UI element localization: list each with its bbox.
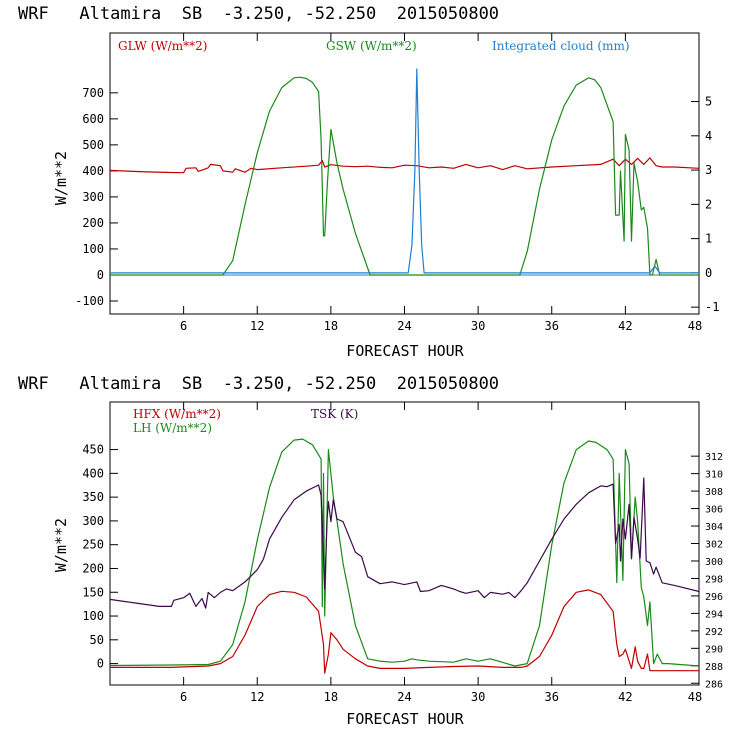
- bottom-series-lh-line: [109, 438, 700, 667]
- top-axes: 6 12 18 24 30 36 42 48-100010020030040050060070…: [75, 33, 719, 333]
- bottom-y-tick-label: 350: [82, 490, 104, 504]
- top-series-group: [109, 68, 700, 276]
- bottom-y2-tick-label: 308: [705, 487, 723, 498]
- bottom-x-tick-label: 18: [324, 690, 338, 704]
- top-y2-tick-label: 3: [705, 163, 712, 177]
- bottom-y2-tick-label: 310: [705, 470, 723, 481]
- top-x-tick-label: 24: [397, 319, 411, 333]
- top-x-tick-label: 12: [250, 319, 264, 333]
- bottom-y2-tick-label: 286: [705, 679, 723, 690]
- top-y2-tick-label: 4: [705, 129, 712, 143]
- legend-tsk: TSK (K): [311, 407, 358, 421]
- bottom-y2-tick-label: 298: [705, 574, 723, 585]
- top-y-tick-label: 400: [82, 164, 104, 178]
- bottom-y-tick-label: 50: [90, 633, 104, 647]
- bottom-plot-frame: [109, 401, 700, 686]
- bottom-x-tick-label: 36: [545, 690, 559, 704]
- top-y2-tick-label: 2: [705, 197, 712, 211]
- bottom-y-tick-label: 250: [82, 538, 104, 552]
- bottom-y2-tick-label: 296: [705, 592, 723, 603]
- bottom-y-axis-label: W/m**2: [52, 518, 70, 572]
- legend-gsw: GSW (W/m**2): [326, 39, 417, 53]
- bottom-y-tick-label: 200: [82, 561, 104, 575]
- bottom-y2-tick-label: 304: [705, 522, 723, 533]
- bottom-y-tick-label: 150: [82, 585, 104, 599]
- bottom-y2-tick-label: 306: [705, 505, 723, 516]
- bottom-x-tick-label: 48: [688, 690, 702, 704]
- legend-integrated-cloud: Integrated cloud (mm): [492, 39, 630, 53]
- top-x-tick-label: 36: [545, 319, 559, 333]
- bottom-y-tick-label: 300: [82, 514, 104, 528]
- top-y2-tick-label: 1: [705, 232, 712, 246]
- bottom-x-tick-label: 12: [250, 690, 264, 704]
- bottom-x-axis-label: FORECAST HOUR: [346, 710, 464, 728]
- bottom-y2-tick-label: 302: [705, 540, 723, 551]
- bottom-y-tick-label: 400: [82, 466, 104, 480]
- bottom-y-tick-label: 100: [82, 609, 104, 623]
- bottom-x-tick-label: 6: [180, 690, 187, 704]
- top-y-tick-label: 300: [82, 190, 104, 204]
- legend-hfx: HFX (W/m**2): [133, 407, 221, 421]
- top-y-tick-label: -100: [75, 294, 104, 308]
- top-y2-tick-label: 0: [705, 266, 712, 280]
- bottom-axes: 6 12 18 24 30 36 42 48 0 50 100 150 200 250 300 350 400 4…: [82, 402, 723, 704]
- bottom-x-tick-label: 30: [471, 690, 485, 704]
- top-y-tick-label: 700: [82, 86, 104, 100]
- bottom-y2-tick-label: 292: [705, 627, 723, 638]
- bottom-series-tsk-line: [109, 477, 700, 609]
- top-x-tick-label: 6: [180, 319, 187, 333]
- bottom-x-tick-label: 24: [397, 690, 411, 704]
- top-y-tick-label: 100: [82, 242, 104, 256]
- bottom-x-tick-label: 42: [618, 690, 632, 704]
- top-y-tick-label: 500: [82, 138, 104, 152]
- legend-glw: GLW (W/m**2): [118, 39, 207, 53]
- top-plot-frame: [109, 32, 700, 315]
- top-y2-tick-label: -1: [705, 300, 719, 314]
- bottom-y-tick-label: 450: [82, 443, 104, 457]
- bottom-series-group: [109, 438, 700, 674]
- top-x-tick-label: 48: [688, 319, 702, 333]
- bottom-y2-tick-label: 300: [705, 557, 723, 568]
- top-series-glw-line: [109, 157, 700, 174]
- top-y-tick-label: 200: [82, 216, 104, 230]
- bottom-y2-tick-label: 294: [705, 609, 723, 620]
- top-y-tick-label: 600: [82, 112, 104, 126]
- top-y-axis-label: W/m**2: [52, 151, 70, 205]
- top-series-integrated-line: [110, 68, 699, 274]
- top-y-tick-label: 0: [97, 268, 104, 282]
- bottom-y-tick-label: 0: [97, 657, 104, 671]
- top-x-tick-label: 30: [471, 319, 485, 333]
- top-x-tick-label: 42: [618, 319, 632, 333]
- bottom-y2-tick-label: 288: [705, 662, 723, 673]
- top-series-gsw-line: [110, 76, 699, 276]
- bottom-y2-tick-label: 312: [705, 452, 723, 463]
- top-x-tick-label: 18: [324, 319, 338, 333]
- bottom-y2-tick-label: 290: [705, 644, 723, 655]
- top-x-axis-label: FORECAST HOUR: [346, 342, 464, 360]
- top-chart-title: WRF Altamira SB -3.250, -52.250 20150508…: [18, 4, 499, 24]
- bottom-chart-title: WRF Altamira SB -3.250, -52.250 20150508…: [18, 374, 499, 394]
- legend-lh: LH (W/m**2): [133, 421, 212, 435]
- top-y2-tick-label: 5: [705, 95, 712, 109]
- bottom-series-hfx-line: [110, 589, 699, 674]
